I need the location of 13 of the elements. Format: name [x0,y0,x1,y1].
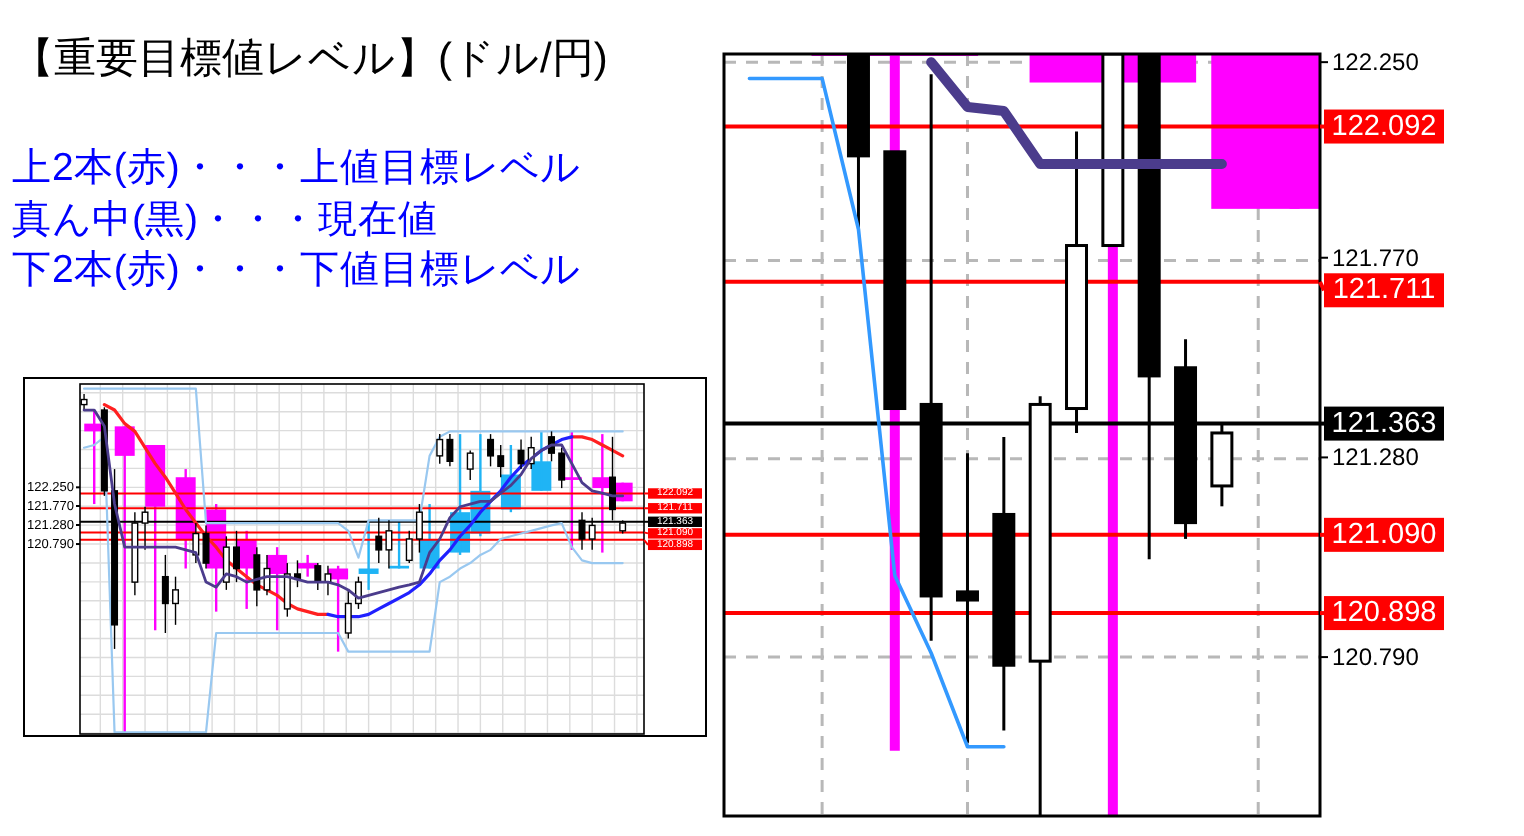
y-tick-label: 122.250 [1332,48,1420,77]
text: 下2本(赤)・・・下値目標レベル [12,248,580,292]
y-tick-label: 121.770 [1332,243,1420,272]
ref-line-label: 121.711 [1332,274,1436,307]
y-tick-label: 121.280 [1332,443,1420,472]
chart-title: 【重要目標値レベル】(ドル/円) [12,36,608,82]
ref-line-label: 121.090 [1331,518,1437,551]
text: 上2本(赤)・・・上値目標レベル [12,146,580,190]
ref-line-label: 122.092 [1331,110,1437,143]
y-tick-label: 120.790 [1332,643,1420,672]
ref-line-label: 121.363 [1331,407,1437,440]
text: 真ん中(黒)・・・現在値 [12,198,438,242]
ref-line-label: 120.898 [1331,597,1437,630]
